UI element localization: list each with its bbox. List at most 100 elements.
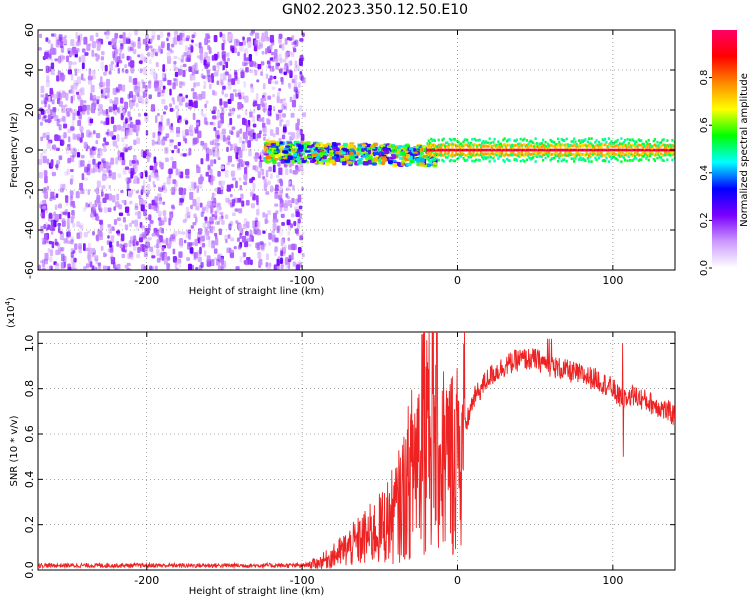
heatmap-cell (103, 252, 106, 258)
heatmap-cell (464, 143, 468, 147)
x-tick-label: 0 (454, 274, 461, 287)
heatmap-cell (427, 139, 430, 143)
heatmap-cell (494, 148, 497, 152)
heatmap-cell (630, 152, 633, 156)
heatmap-cell (589, 145, 592, 148)
heatmap-cell (142, 200, 147, 205)
heatmap-cell (653, 143, 657, 147)
heatmap-cell (568, 151, 571, 154)
heatmap-cell (427, 144, 430, 147)
heatmap-cell (207, 199, 212, 205)
heatmap-cell (185, 129, 189, 136)
heatmap-cell (643, 152, 647, 156)
heatmap-cell (225, 52, 230, 57)
heatmap-cell (211, 213, 215, 218)
heatmap-cell (121, 244, 126, 253)
heatmap-cell (564, 154, 567, 157)
heatmap-cell (124, 206, 130, 213)
heatmap-cell (162, 111, 167, 115)
heatmap-cell (590, 154, 593, 158)
heatmap-cell (583, 144, 586, 147)
heatmap-cell (291, 100, 297, 108)
heatmap-cell (88, 201, 93, 208)
heatmap-cell (596, 148, 599, 152)
heatmap-cell (453, 159, 456, 163)
heatmap-cell (144, 238, 148, 245)
heatmap-cell (87, 254, 91, 261)
heatmap-cell (58, 213, 62, 220)
heatmap-cell (80, 73, 84, 81)
heatmap-cell (458, 146, 461, 149)
heatmap-cell (472, 153, 475, 157)
heatmap-cell (138, 237, 144, 243)
heatmap-cell (459, 155, 463, 158)
heatmap-cell (50, 68, 55, 76)
heatmap-cell (97, 228, 100, 236)
heatmap-cell (329, 150, 334, 153)
heatmap-cell (216, 187, 221, 195)
heatmap-cell (604, 148, 607, 152)
heatmap-cell (268, 104, 272, 111)
heatmap-cell (124, 134, 128, 139)
heatmap-cell (240, 71, 245, 79)
heatmap-cell (302, 252, 305, 258)
heatmap-cell (188, 185, 191, 191)
heatmap-cell (254, 69, 258, 76)
heatmap-cell (74, 243, 78, 250)
heatmap-cell (257, 204, 260, 211)
heatmap-cell (139, 197, 144, 206)
heatmap-cell (86, 43, 91, 51)
heatmap-cell (102, 87, 107, 96)
heatmap-cell (668, 146, 671, 149)
heatmap-cell (550, 144, 553, 148)
heatmap-cell (166, 176, 171, 185)
heatmap-cell (271, 86, 276, 90)
heatmap-cell (121, 253, 126, 259)
heatmap-cell (142, 91, 146, 99)
heatmap-cell (445, 145, 448, 148)
heatmap-cell (520, 144, 524, 147)
heatmap-cell (243, 53, 247, 62)
heatmap-cell (492, 140, 495, 144)
heatmap-cell (447, 146, 450, 149)
heatmap-cell (72, 61, 77, 65)
heatmap-cell (163, 257, 169, 265)
heatmap-cell (177, 56, 181, 61)
heatmap-cell (428, 142, 432, 145)
heatmap-cell (285, 264, 290, 269)
heatmap-cell (564, 143, 567, 147)
heatmap-cell (627, 152, 630, 155)
heatmap-cell (219, 98, 223, 106)
heatmap-cell (428, 145, 432, 149)
heatmap-cell (221, 89, 224, 95)
heatmap-cell (44, 100, 47, 108)
heatmap-cell (219, 61, 223, 66)
heatmap-cell (474, 139, 478, 142)
heatmap-cell (646, 148, 649, 152)
heatmap-cell (211, 239, 215, 244)
heatmap-cell (452, 148, 455, 152)
heatmap-cell (558, 144, 561, 148)
heatmap-cell (194, 205, 200, 211)
heatmap-cell (255, 194, 259, 203)
heatmap-cell (191, 75, 196, 81)
heatmap-cell (250, 259, 253, 266)
heatmap-cell (508, 143, 511, 147)
heatmap-cell (601, 138, 604, 141)
heatmap-cell (234, 70, 238, 76)
heatmap-cell (665, 143, 668, 147)
heatmap-cell (69, 52, 74, 56)
heatmap-cell (70, 251, 74, 258)
heatmap-cell (131, 220, 135, 224)
heatmap-cell (483, 141, 486, 145)
heatmap-cell (288, 244, 293, 250)
heatmap-cell (256, 221, 261, 229)
heatmap-cell (172, 82, 176, 90)
heatmap-cell (255, 217, 258, 222)
heatmap-cell (286, 196, 291, 200)
heatmap-cell (158, 220, 163, 227)
heatmap-cell (636, 153, 639, 156)
heatmap-cell (241, 92, 245, 99)
heatmap-cell (194, 43, 198, 47)
heatmap-cell (280, 76, 284, 82)
